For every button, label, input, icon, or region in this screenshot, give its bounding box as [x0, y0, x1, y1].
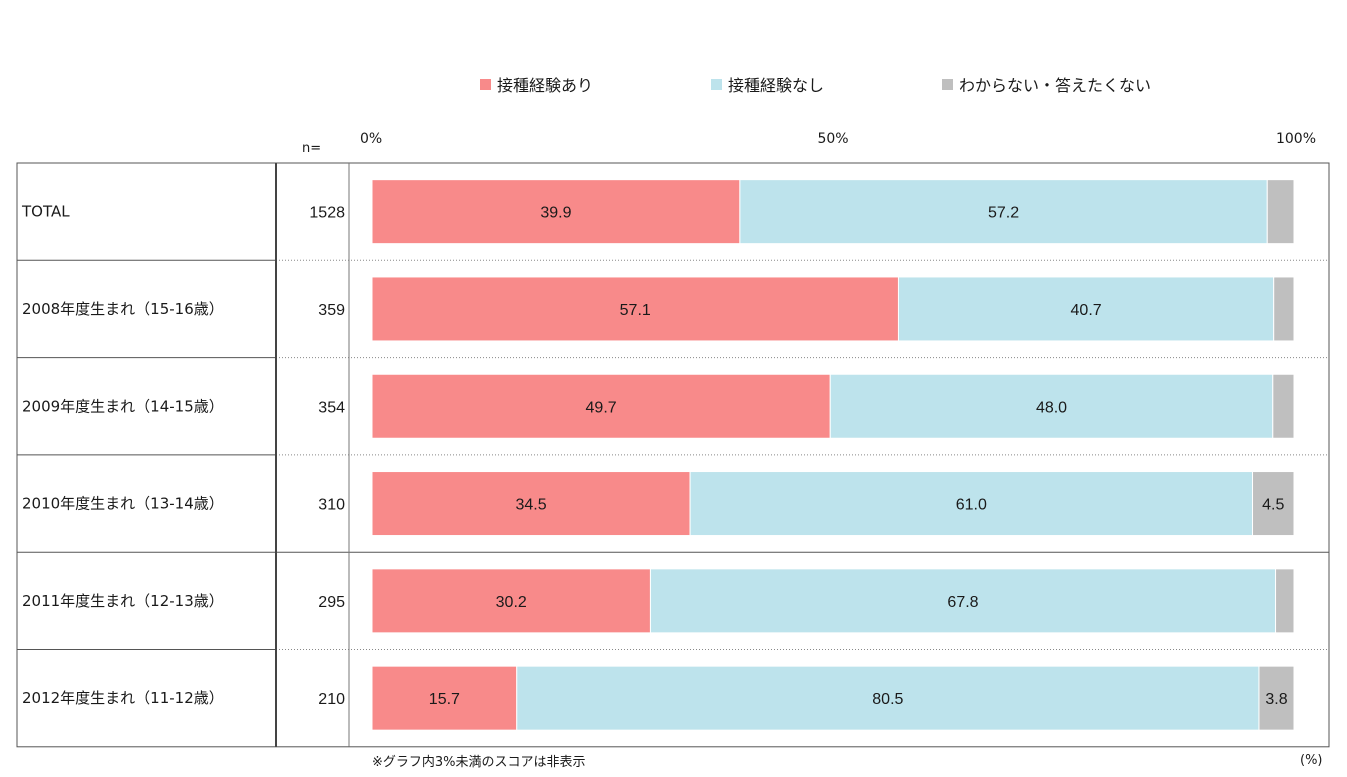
bar-segment — [371, 471, 691, 537]
legend-label-not-vaccinated: 接種経験なし — [728, 76, 825, 95]
data-label: 67.8 — [947, 594, 978, 611]
data-label: 48.0 — [1036, 399, 1067, 416]
bar-segment — [1272, 373, 1295, 439]
axis-tick-label: 0% — [360, 131, 382, 147]
unit-note: (%) — [1300, 753, 1323, 768]
data-label: 80.5 — [872, 691, 903, 708]
bar-segment — [1273, 276, 1295, 342]
data-label: 57.1 — [620, 302, 651, 319]
bar-segment — [897, 276, 1275, 342]
data-label: 39.9 — [540, 205, 571, 222]
bar-segment — [371, 179, 741, 245]
n-value: 1528 — [309, 205, 345, 222]
n-value: 310 — [318, 497, 345, 514]
axis-tick-label: 100% — [1276, 131, 1316, 147]
category-label: 2012年度生まれ（11-12歳） — [22, 689, 224, 707]
data-label: 30.2 — [496, 594, 527, 611]
data-label: 61.0 — [956, 497, 987, 514]
category-label: TOTAL — [21, 203, 70, 221]
data-label: 40.7 — [1071, 302, 1102, 319]
n-label: n= — [302, 141, 322, 156]
n-value: 210 — [318, 691, 345, 708]
bar-segment — [371, 276, 899, 342]
bar-segment — [649, 568, 1277, 634]
legend-label-vaccinated: 接種経験あり — [497, 76, 594, 95]
legend-item-unknown: わからない・答えたくない — [942, 72, 1151, 96]
bar-segment — [1266, 179, 1295, 245]
axis-tick-label: 50% — [817, 131, 848, 147]
legend-label-unknown: わからない・答えたくない — [959, 76, 1152, 95]
category-label: 2009年度生まれ（14-15歳） — [22, 397, 224, 415]
legend-swatch-vaccinated — [480, 78, 491, 90]
bar-segment — [371, 568, 651, 634]
footnote: ※グラフ内3%未満のスコアは非表示 — [372, 755, 586, 770]
bar-segment — [739, 179, 1268, 245]
legend-swatch-unknown — [942, 78, 953, 90]
data-label: 34.5 — [515, 497, 546, 514]
data-label: 57.2 — [988, 205, 1019, 222]
n-value: 354 — [318, 399, 345, 416]
bar-segment — [516, 665, 1260, 731]
bar-segment — [1275, 568, 1295, 634]
table-border — [16, 162, 1330, 748]
bar-segment — [1258, 665, 1295, 731]
category-label: 2008年度生まれ（15-16歳） — [22, 300, 224, 318]
legend-swatch-not-vaccinated — [711, 78, 722, 90]
legend-item-not-vaccinated: 接種経験なし — [711, 72, 824, 96]
n-value: 359 — [318, 302, 345, 319]
data-label: 15.7 — [429, 691, 460, 708]
data-label: 49.7 — [586, 399, 617, 416]
bar-segment — [829, 373, 1274, 439]
category-label: 2010年度生まれ（13-14歳） — [22, 495, 224, 513]
legend-item-vaccinated: 接種経験あり — [480, 72, 593, 96]
n-value: 295 — [318, 594, 345, 611]
bar-segment — [689, 471, 1254, 537]
bar-segment — [1252, 471, 1295, 537]
data-label: 3.8 — [1265, 691, 1287, 708]
category-label: 2011年度生まれ（12-13歳） — [22, 592, 224, 610]
data-label: 4.5 — [1262, 497, 1284, 514]
